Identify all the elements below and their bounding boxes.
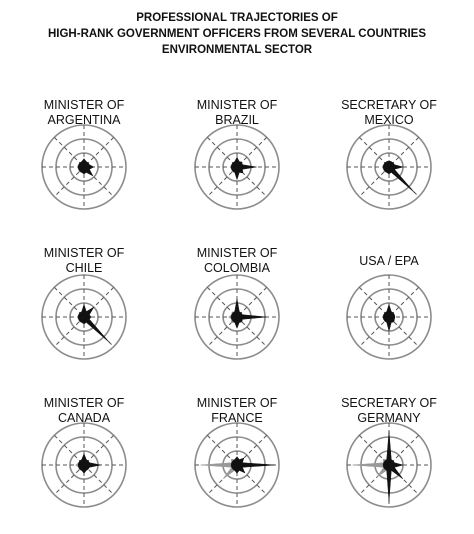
series-black-shape	[77, 453, 101, 474]
panel-label: MINISTER OF FRANCE	[162, 396, 312, 426]
radar-svg	[346, 422, 432, 508]
radar-panel: MINISTER OF CANADA	[9, 396, 159, 515]
series-black-shape	[382, 431, 404, 502]
series-black-shape	[77, 158, 95, 177]
panel-label-line: MINISTER OF	[196, 396, 278, 410]
panel-label-line: COLOMBIA	[204, 261, 270, 275]
panel-label: MINISTER OF CANADA	[9, 396, 159, 426]
radar-svg	[346, 274, 432, 360]
series-black-shape	[382, 303, 396, 332]
panel-label-line: ARGENTINA	[47, 113, 121, 127]
radar-svg	[41, 124, 127, 210]
radar-panel: MINISTER OF FRANCE	[162, 396, 312, 515]
radar-panel: MINISTER OF COLOMBIA	[162, 246, 312, 367]
panel-label: MINISTER OF ARGENTINA	[9, 98, 159, 128]
panel-label: SECRETARY OF MEXICO	[314, 98, 464, 128]
panel-label: USA / EPA	[314, 254, 464, 269]
series-black-shape	[382, 160, 415, 193]
radar-panel: SECRETARY OF MEXICO	[314, 98, 464, 217]
chart-title-line-3: ENVIRONMENTAL SECTOR	[161, 44, 313, 56]
chart-title: PROFESSIONAL TRAJECTORIES OF HIGH-RANK G…	[0, 10, 474, 58]
series-black-shape	[230, 298, 267, 329]
panel-label-line: SECRETARY OF	[341, 396, 437, 410]
radar-panel: MINISTER OF ARGENTINA	[9, 98, 159, 217]
series-black-shape	[230, 156, 257, 181]
chart-title-line-2: HIGH-RANK GOVERNMENT OFFICERS FROM SEVER…	[47, 28, 427, 40]
radar-svg	[194, 422, 280, 508]
panel-label: SECRETARY OF GERMANY	[314, 396, 464, 426]
panel-label-line: BRAZIL	[215, 113, 259, 127]
radar-svg	[194, 274, 280, 360]
radar-svg	[194, 124, 280, 210]
series-black-shape	[77, 303, 110, 343]
radar-panel: SECRETARY OF GERMANY	[314, 396, 464, 515]
radar-svg	[41, 274, 127, 360]
chart-title-line-1: PROFESSIONAL TRAJECTORIES OF	[136, 12, 338, 24]
panel-label: MINISTER OF CHILE	[9, 246, 159, 276]
panel-label-line: USA / EPA	[359, 254, 419, 268]
panel-label-line: MINISTER OF	[196, 246, 278, 260]
panel-label-line: MINISTER OF	[43, 396, 125, 410]
panel-label-line: CANADA	[57, 411, 111, 425]
radar-svg	[41, 422, 127, 508]
panel-label: MINISTER OF COLOMBIA	[162, 246, 312, 276]
radar-panel: USA / EPA	[314, 246, 464, 367]
panel-label: MINISTER OF BRAZIL	[162, 98, 312, 128]
series-black-shape	[230, 456, 275, 474]
panel-label-line: MINISTER OF	[196, 98, 278, 112]
panel-label-line: SECRETARY OF	[341, 98, 437, 112]
panel-label-line: FRANCE	[211, 411, 263, 425]
radar-svg	[346, 124, 432, 210]
panel-label-line: MINISTER OF	[43, 98, 125, 112]
radar-panel: MINISTER OF BRAZIL	[162, 98, 312, 217]
panel-label-line: GERMANY	[357, 411, 421, 425]
panel-label-line: MINISTER OF	[43, 246, 125, 260]
radar-panel: MINISTER OF CHILE	[9, 246, 159, 367]
panel-label-line: MEXICO	[364, 113, 414, 127]
panel-label-line: CHILE	[65, 261, 103, 275]
